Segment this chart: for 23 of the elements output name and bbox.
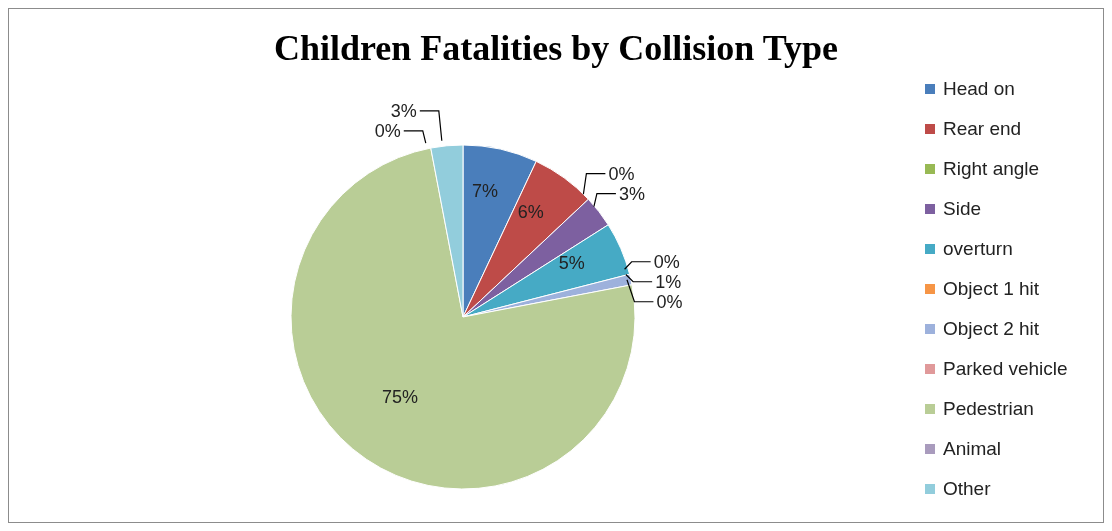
text: 0% xyxy=(656,291,683,312)
data-label: 3% xyxy=(618,183,645,204)
data-label: 6% xyxy=(517,201,544,222)
legend-label: Head on xyxy=(943,78,1015,100)
legend-label: Parked vehicle xyxy=(943,358,1068,380)
chart-title: Children Fatalities by Collision Type xyxy=(272,27,840,69)
data-label: 1% xyxy=(655,271,682,292)
text: 0% xyxy=(374,120,401,141)
data-label: 5% xyxy=(558,252,585,273)
legend-label: Other xyxy=(943,478,991,500)
legend-label: Object 1 hit xyxy=(943,278,1040,300)
text: 0% xyxy=(608,163,635,184)
legend-label: Pedestrian xyxy=(943,398,1034,420)
legend-label: overturn xyxy=(943,238,1013,260)
legend-label: Right angle xyxy=(943,158,1040,180)
legend-label: Object 2 hit xyxy=(943,318,1040,340)
legend-label: Side xyxy=(943,198,982,220)
data-label: 7% xyxy=(472,181,499,202)
data-label: 3% xyxy=(390,100,417,121)
text: 0% xyxy=(653,251,680,272)
legend-label: Rear end xyxy=(943,118,1022,140)
legend-label: Animal xyxy=(943,438,1002,460)
data-label: 75% xyxy=(381,387,419,408)
